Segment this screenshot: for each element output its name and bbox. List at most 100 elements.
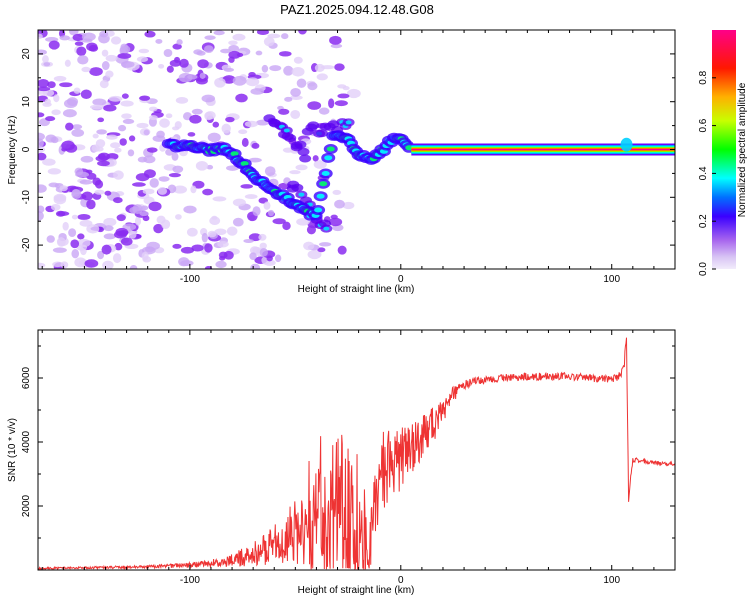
spectrogram-noise-blob — [296, 78, 307, 88]
spectrogram-noise-blob — [334, 63, 345, 71]
spectrogram-xtick-label: 100 — [603, 274, 620, 285]
spectrogram-noise-blob — [307, 82, 318, 91]
snr-ytick-label: 4000 — [21, 430, 32, 453]
spectrogram-noise-blob — [346, 88, 361, 99]
spectrogram-noise-blob — [172, 243, 182, 249]
spectrogram-noise-blob — [211, 215, 218, 220]
spectrogram-noise-blob — [113, 170, 124, 180]
spectrogram-noise-blob — [159, 118, 170, 128]
spectrogram-noise-blob — [119, 45, 131, 54]
spectrogram-noise-blob — [201, 232, 208, 243]
spectrogram-noise-blob — [251, 142, 260, 149]
spectrogram-noise-blob — [139, 128, 151, 136]
spectrogram-noise-blob — [204, 243, 213, 253]
snr-ytick-label: 6000 — [21, 366, 32, 389]
spectrogram-noise-blob — [291, 67, 305, 77]
spectrogram-noise-blob — [250, 88, 265, 95]
spectrogram-noise-blob — [81, 66, 91, 73]
spectrogram-noise-blob — [337, 84, 347, 89]
snr-frame — [37, 329, 676, 571]
spectrogram-noise-blob — [139, 95, 151, 101]
spectrogram-noise-blob — [96, 129, 107, 135]
spectrogram-noise-blob — [191, 244, 204, 252]
spectrogram-noise-blob — [312, 155, 319, 162]
spectrogram-noise-blob — [153, 223, 164, 234]
spectrogram-noise-blob — [141, 251, 149, 261]
spectrogram-noise-blob — [240, 184, 253, 189]
spectrogram-noise-blob — [173, 185, 188, 194]
colorbar-tick-label: 0.6 — [698, 118, 709, 132]
spectrogram-noise-blob — [248, 233, 262, 242]
spectrogram-noise-blob — [60, 261, 69, 269]
spectrogram-noise-blob — [258, 233, 267, 241]
spectrogram-noise-blob — [179, 58, 189, 68]
spectrogram-noise-blob — [65, 122, 74, 131]
spectrogram-noise-blob — [71, 214, 78, 220]
spectrogram-noise-blob — [232, 33, 246, 41]
spectrogram-tone-band — [411, 149, 675, 150]
spectrogram-noise-blob — [38, 86, 51, 92]
spectrogram-noise-blob — [113, 197, 123, 204]
spectrogram-ridge-core — [240, 161, 249, 167]
spectrogram-noise-blob — [141, 205, 149, 211]
spectrogram-noise-blob — [328, 217, 343, 227]
spectrogram-noise-blob — [94, 189, 105, 195]
spectrogram-noise-blob — [128, 230, 137, 239]
spectrogram-noise-blob — [71, 124, 83, 130]
spectrogram-noise-blob — [42, 102, 52, 107]
spectrogram-noise-blob — [332, 189, 342, 195]
spectrogram-noise-blob — [223, 67, 235, 72]
spectrogram-noise-blob — [215, 260, 227, 269]
spectrogram-noise-blob — [66, 97, 79, 106]
spectrogram-noise-blob — [148, 201, 162, 212]
spectrogram-noise-blob — [290, 109, 301, 119]
spectrogram-noise-blob — [337, 93, 350, 99]
spectrogram-noise-blob — [38, 205, 45, 214]
spectrogram-noise-blob — [118, 229, 129, 236]
spectrogram-xlabel: Height of straight line (km) — [298, 284, 415, 295]
spectrogram-noise-blob — [314, 63, 325, 72]
spectrogram-noise-blob — [71, 128, 85, 137]
spectrogram-branch-blob — [297, 147, 310, 156]
spectrogram-noise-blob — [274, 254, 282, 263]
spectrogram-noise-blob — [289, 170, 301, 175]
spectrogram-branch-blob — [307, 121, 320, 130]
spectrogram-heatmap — [38, 30, 675, 269]
spectrogram-noise-blob — [98, 153, 106, 160]
spectrogram-noise-blob — [255, 50, 263, 56]
spectrogram-noise-blob — [42, 158, 56, 166]
snr-panel: -100 0 100 2000 4000 6000 Height of straight … — [7, 329, 676, 596]
spectrogram-noise-blob — [172, 43, 182, 50]
spectrogram-noise-blob — [38, 262, 46, 268]
spectrogram-noise-blob — [68, 228, 77, 237]
spectrogram-noise-blob — [252, 206, 261, 217]
spectrogram-noise-blob — [38, 210, 44, 221]
spectrogram-noise-blob — [267, 209, 275, 217]
spectrogram-noise-blob — [261, 64, 269, 73]
spectrogram-branch-core — [283, 128, 290, 133]
spectrogram-noise-blob — [38, 152, 47, 161]
spectrogram-noise-blob — [101, 244, 112, 255]
spectrogram-noise-blob — [232, 217, 244, 227]
spectrogram-noise-blob — [59, 35, 70, 41]
spectrogram-noise-blob — [202, 188, 214, 196]
spectrogram-noise-blob — [89, 104, 104, 110]
spectrogram-ytick-label: -20 — [21, 237, 32, 252]
spectrogram-tone-bump — [620, 137, 633, 152]
spectrogram-noise-blob — [221, 123, 231, 134]
spectrogram-noise-blob — [252, 246, 262, 254]
spectrogram-noise-blob — [52, 247, 67, 253]
spectrogram-noise-blob — [145, 246, 155, 253]
spectrogram-noise-blob — [110, 36, 122, 45]
spectrogram-noise-blob — [86, 224, 100, 234]
spectrogram-noise-blob — [318, 107, 330, 115]
spectrogram-noise-blob — [122, 223, 137, 231]
spectrogram-noise-blob — [238, 129, 248, 135]
spectrogram-noise-blob — [120, 237, 133, 246]
spectrogram-noise-blob — [222, 75, 236, 84]
spectrogram-noise-blob — [278, 108, 290, 115]
spectrogram-noise-blob — [108, 95, 123, 102]
spectrogram-noise-blob — [293, 56, 303, 64]
spectrogram-noise-blob — [101, 49, 109, 57]
